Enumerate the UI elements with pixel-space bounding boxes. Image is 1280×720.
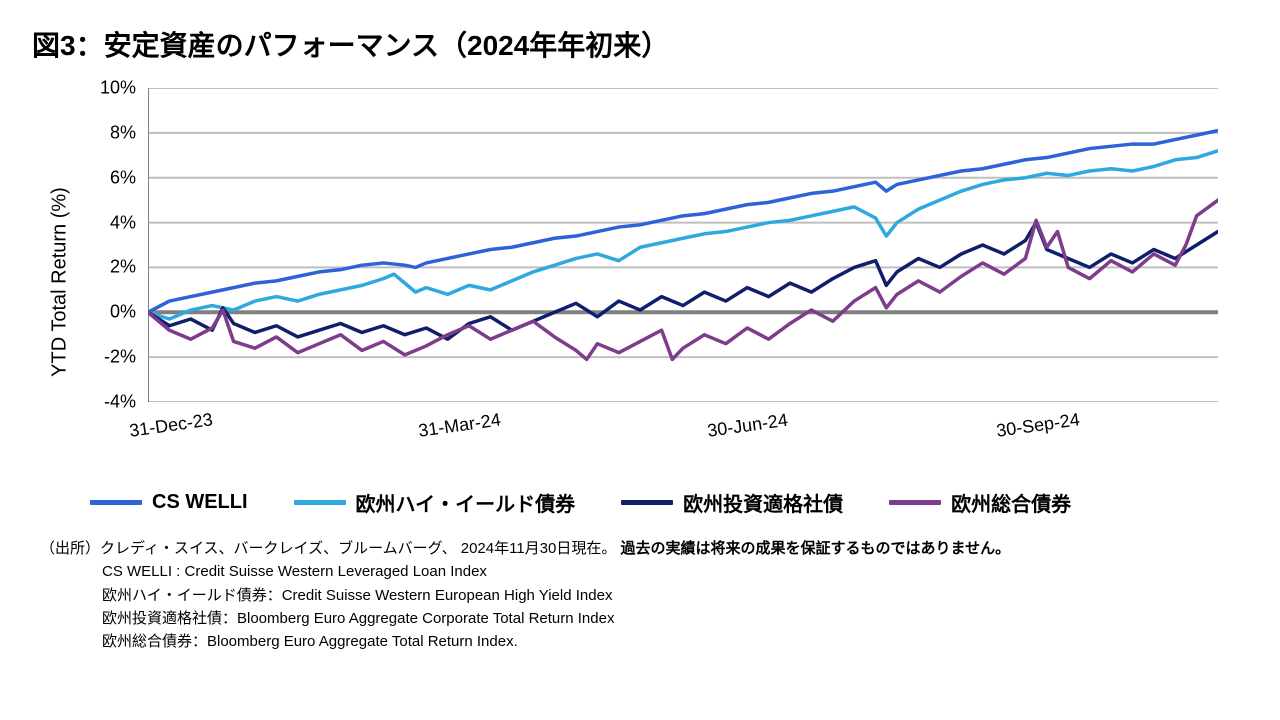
footnote-line: 欧州ハイ・イールド債券：Credit Suisse Western Europe… xyxy=(40,584,1248,607)
legend: CS WELLI 欧州ハイ・イールド債券 欧州投資適格社債 欧州総合債券 xyxy=(32,488,1248,517)
legend-swatch xyxy=(889,500,941,505)
footnotes: （出所） クレディ・スイス、バークレイズ、ブルームバーグ、 2024年11月30… xyxy=(32,537,1248,653)
legend-item: CS WELLI xyxy=(90,491,248,514)
y-tick-label: -2% xyxy=(32,347,142,368)
x-tick-label: 30-Jun-24 xyxy=(706,410,789,442)
legend-item: 欧州ハイ・イールド債券 xyxy=(294,488,576,517)
legend-item: 欧州投資適格社債 xyxy=(621,488,843,517)
legend-label: 欧州総合債券 xyxy=(951,488,1071,517)
disclaimer-text: 過去の実績は将来の成果を保証するものではありません。 xyxy=(621,540,1011,557)
y-tick-label: 0% xyxy=(32,302,142,323)
source-label: （出所） xyxy=(40,537,100,560)
legend-item: 欧州総合債券 xyxy=(889,488,1071,517)
y-tick-label: 8% xyxy=(32,122,142,143)
line-chart: YTD Total Return (%) 10%8%6%4%2%0%-2%-4%… xyxy=(32,82,1248,482)
y-tick-label: 10% xyxy=(32,78,142,99)
source-text: クレディ・スイス、バークレイズ、ブルームバーグ、 2024年11月30日現在。 xyxy=(100,540,616,557)
legend-label: 欧州ハイ・イールド債券 xyxy=(356,488,576,517)
y-tick-label: 4% xyxy=(32,212,142,233)
footnote-line: 欧州総合債券：Bloomberg Euro Aggregate Total Re… xyxy=(40,630,1248,653)
footnote-line: CS WELLI : Credit Suisse Western Leverag… xyxy=(40,560,1248,583)
x-tick-label: 31-Dec-23 xyxy=(128,409,214,441)
legend-label: CS WELLI xyxy=(152,491,248,514)
y-tick-label: 6% xyxy=(32,167,142,188)
plot-area xyxy=(148,88,1218,402)
legend-swatch xyxy=(90,500,142,505)
legend-swatch xyxy=(621,500,673,505)
y-tick-label: -4% xyxy=(32,392,142,413)
x-tick-label: 31-Mar-24 xyxy=(417,409,502,441)
legend-swatch xyxy=(294,500,346,505)
footnote-line: 欧州投資適格社債：Bloomberg Euro Aggregate Corpor… xyxy=(40,607,1248,630)
x-tick-label: 30-Sep-24 xyxy=(995,409,1081,441)
chart-title: 図3：安定資産のパフォーマンス（2024年年初来） xyxy=(32,24,1248,64)
legend-label: 欧州投資適格社債 xyxy=(683,488,843,517)
y-tick-label: 2% xyxy=(32,257,142,278)
